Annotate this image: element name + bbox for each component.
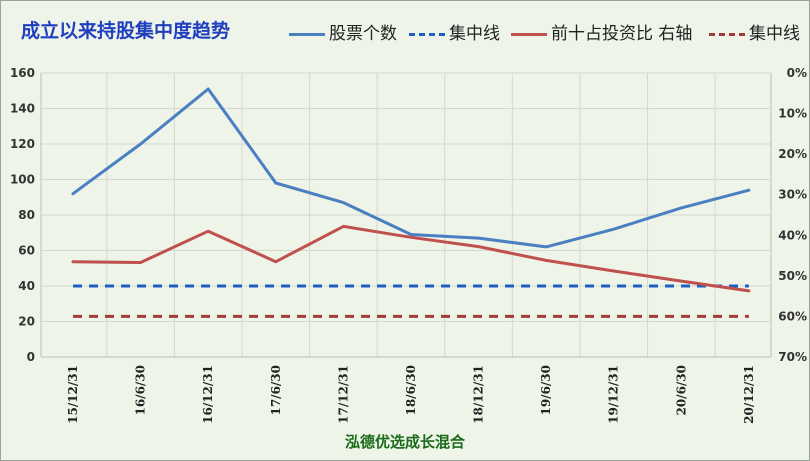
x-tick-label: 15/12/31 — [66, 365, 80, 424]
y-left-tick-label: 140 — [10, 102, 35, 116]
legend-label-concentration-left: 集中线 — [449, 24, 500, 44]
x-tick-label: 19/12/31 — [607, 365, 621, 424]
y-left-tick-label: 120 — [10, 137, 35, 151]
legend-swatch-concentration-right — [709, 33, 745, 36]
x-tick-label: 18/6/30 — [404, 365, 418, 416]
y-right-tick-label: 40% — [778, 228, 807, 242]
y-left-tick-label: 160 — [10, 66, 35, 80]
y-left-tick-label: 80 — [18, 208, 35, 222]
y-left-tick-label: 20 — [18, 315, 35, 329]
y-right-tick-label: 0% — [787, 66, 807, 80]
y-right-tick-label: 20% — [778, 147, 807, 161]
chart-title: 成立以来持股集中度趋势 — [21, 20, 231, 42]
y-left-tick-label: 0 — [27, 350, 35, 364]
legend-label-stock-count: 股票个数 — [329, 24, 397, 44]
x-tick-label: 17/6/30 — [269, 365, 283, 416]
x-tick-label: 16/6/30 — [134, 365, 148, 416]
y-left-tick-label: 40 — [18, 279, 35, 293]
series-line-0 — [71, 87, 751, 249]
y-right-tick-label: 30% — [778, 188, 807, 202]
y-right-tick-label: 60% — [778, 309, 807, 323]
series-line-2 — [71, 224, 751, 293]
legend-swatch-concentration-left — [409, 33, 445, 36]
legend-label-top10-ratio: 前十占投资比 右轴 — [551, 24, 693, 44]
legend-swatch-stock-count — [289, 33, 325, 36]
y-left-tick-label: 100 — [10, 173, 35, 187]
x-tick-label: 16/12/31 — [201, 365, 215, 424]
x-tick-label: 20/6/30 — [674, 365, 688, 416]
chart-footer: 泓德优选成长混合 — [344, 433, 465, 451]
x-tick-label: 19/6/30 — [539, 365, 553, 416]
x-tick-label: 20/12/31 — [742, 365, 756, 424]
y-right-tick-label: 10% — [778, 107, 807, 121]
x-tick-label: 18/12/31 — [472, 365, 486, 424]
legend-label-concentration-right: 集中线 — [749, 24, 800, 44]
y-right-tick-label: 50% — [778, 269, 807, 283]
legend-swatch-top10-ratio — [511, 33, 547, 36]
y-right-tick-label: 70% — [778, 350, 807, 364]
y-left-tick-label: 60 — [18, 244, 35, 258]
x-tick-label: 17/12/31 — [336, 365, 350, 424]
